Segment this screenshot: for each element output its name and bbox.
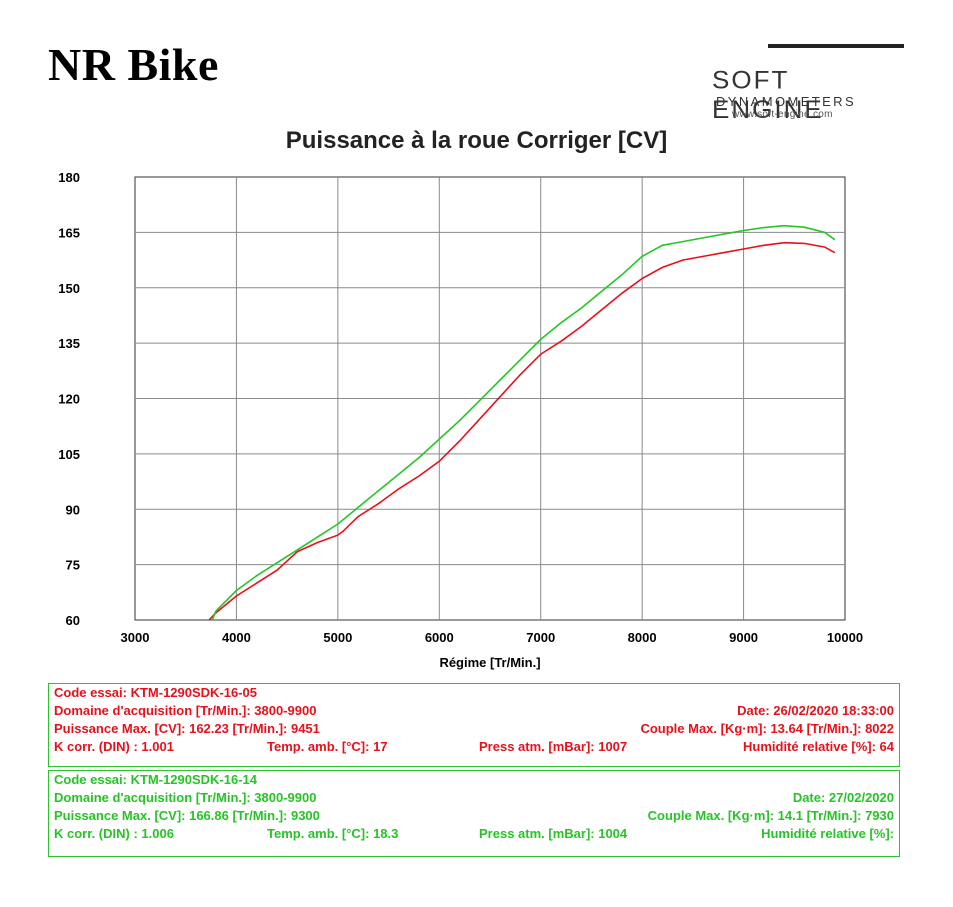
run-humidity: Humidité relative [%]: [761,826,894,841]
x-tick-label: 6000 [425,630,454,645]
run-code: Code essai: KTM-1290SDK-16-05 [54,685,258,700]
x-tick-label: 3000 [121,630,150,645]
power-chart: 3000 4000 5000 6000 7000 8000 9000 10000 60 75 90 1… [58,170,863,670]
y-tick-label: 135 [58,336,80,351]
run-temp: Temp. amb. [°C]: 18.3 [267,826,399,841]
x-tick-label: 7000 [526,630,555,645]
y-tick-label: 180 [58,170,80,185]
run-power-max: Puissance Max. [CV]: 166.86 [Tr/Min.]: 9… [54,808,320,823]
run-humidity: Humidité relative [%]: 64 [743,739,894,754]
logo-bar [768,44,904,48]
run-torque-max: Couple Max. [Kg·m]: 14.1 [Tr/Min.]: 7930 [647,808,894,823]
x-tick-label: 10000 [827,630,863,645]
run-date: Date: 26/02/2020 18:33:00 [737,703,894,718]
y-tick-label: 150 [58,281,80,296]
y-tick-label: 75 [66,558,80,573]
y-tick-label: 105 [58,447,80,462]
y-tick-label: 60 [66,613,80,628]
logo-url: www.soft-engine.com [732,109,833,120]
run-torque-max: Couple Max. [Kg·m]: 13.64 [Tr/Min.]: 802… [640,721,894,736]
run-pressure: Press atm. [mBar]: 1007 [479,739,628,754]
run-power-max: Puissance Max. [CV]: 162.23 [Tr/Min.]: 9… [54,721,320,736]
run-panel-1: Code essai: KTM-1290SDK-16-05 Domaine d'… [48,683,900,767]
page-title: NR Bike [48,39,219,90]
x-tick-label: 8000 [628,630,657,645]
run-date: Date: 27/02/2020 [792,790,894,805]
run-temp: Temp. amb. [°C]: 17 [267,739,388,754]
x-tick-label: 4000 [222,630,251,645]
y-tick-label: 90 [66,502,80,517]
run-code: Code essai: KTM-1290SDK-16-14 [54,772,258,787]
run-domain: Domaine d'acquisition [Tr/Min.]: 3800-99… [54,703,317,718]
x-tick-label: 5000 [323,630,352,645]
brand-logo: SOFT ENGINE DYNAMOMETERS www.soft-engine… [712,44,912,124]
series-line-2 [211,224,836,621]
y-tick-label: 120 [58,392,80,407]
run-kcorr: K corr. (DIN) : 1.006 [54,826,174,841]
series-line-1 [208,241,836,621]
run-pressure: Press atm. [mBar]: 1004 [479,826,628,841]
run-kcorr: K corr. (DIN) : 1.001 [54,739,174,754]
logo-subtitle: DYNAMOMETERS [716,94,857,109]
logo-brand: SOFT ENGINE [712,65,824,124]
run-panel-2: Code essai: KTM-1290SDK-16-14 Domaine d'… [48,770,900,857]
run-domain: Domaine d'acquisition [Tr/Min.]: 3800-99… [54,790,317,805]
x-tick-label: 9000 [729,630,758,645]
x-axis-label: Régime [Tr/Min.] [439,655,540,670]
y-tick-label: 165 [58,225,80,240]
chart-title: Puissance à la roue Corriger [CV] [285,127,668,154]
